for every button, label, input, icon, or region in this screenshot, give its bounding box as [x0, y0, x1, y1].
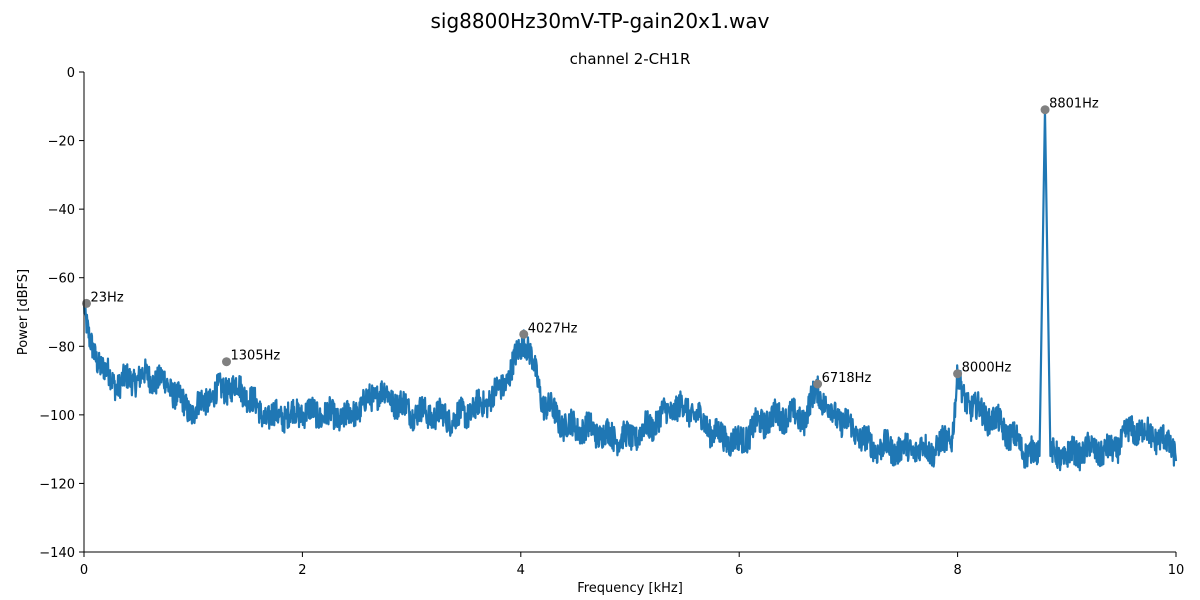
x-tick-label: 8 — [953, 563, 961, 578]
peak-label: 8000Hz — [962, 361, 1012, 376]
y-tick-label: −100 — [39, 409, 75, 424]
y-tick-label: −140 — [39, 546, 75, 561]
peak-marker — [953, 369, 963, 379]
x-tick-label: 2 — [298, 563, 306, 578]
peak-marker — [813, 379, 823, 389]
x-tick-label: 10 — [1168, 563, 1185, 578]
x-axis-ticks: 0 2 4 6 8 10 — [80, 552, 1184, 578]
power-spectrum-line — [82, 108, 1178, 472]
y-axis-label: Power [dBFS] — [16, 269, 31, 355]
peak-label: 1305Hz — [231, 349, 281, 364]
chart-suptitle: sig8800Hz30mV-TP-gain20x1.wav — [431, 9, 770, 33]
y-axis-ticks: 0 −20 −40 −60 −80 −100 −120 −140 — [39, 66, 84, 561]
peak-marker — [1040, 105, 1050, 115]
y-tick-label: −80 — [48, 340, 75, 355]
x-axis-label: Frequency [kHz] — [577, 581, 683, 596]
y-tick-label: −20 — [48, 135, 75, 150]
y-tick-label: 0 — [67, 66, 75, 81]
peak-label: 8801Hz — [1049, 97, 1099, 112]
peak-marker — [519, 329, 529, 339]
y-tick-label: −60 — [48, 272, 75, 287]
y-tick-label: −120 — [39, 477, 75, 492]
x-tick-label: 0 — [80, 563, 88, 578]
peak-label: 4027Hz — [528, 321, 578, 336]
x-tick-label: 6 — [735, 563, 743, 578]
y-tick-label: −40 — [48, 203, 75, 218]
plot-area: 23Hz 1305Hz 4027Hz 6718Hz 8000Hz 8801Hz — [82, 97, 1178, 472]
x-tick-label: 4 — [517, 563, 525, 578]
peak-label: 23Hz — [91, 290, 124, 305]
chart-title: channel 2-CH1R — [570, 50, 691, 68]
peak-markers: 23Hz 1305Hz 4027Hz 6718Hz 8000Hz 8801Hz — [82, 97, 1099, 389]
peak-marker — [222, 357, 232, 367]
peak-label: 6718Hz — [822, 371, 872, 386]
